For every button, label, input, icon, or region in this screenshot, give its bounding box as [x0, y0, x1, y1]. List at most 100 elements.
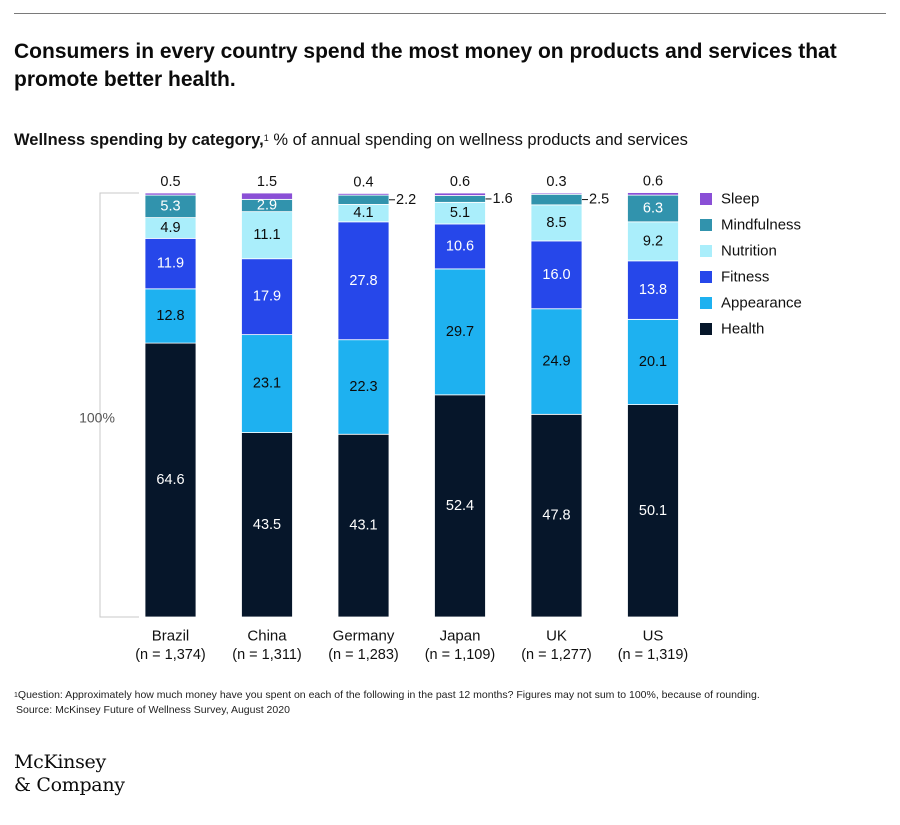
- bar-germany-fitness: [337, 221, 390, 341]
- bar-china-fitness: [241, 258, 293, 336]
- label-china-health: 43.5: [253, 517, 281, 533]
- legend-swatch-nutrition: [700, 245, 712, 257]
- label-us-appearance: 20.1: [639, 354, 667, 370]
- category-label-uk: UK: [546, 628, 567, 645]
- legend-swatch-fitness: [700, 271, 712, 283]
- sample-size-china: (n = 1,311): [232, 647, 301, 663]
- subtitle-bold: Wellness spending by category,: [14, 131, 264, 149]
- label-germany-mindfulness: 2.2: [396, 192, 416, 208]
- sample-size-brazil: (n = 1,374): [135, 647, 206, 663]
- category-label-china: China: [247, 628, 287, 645]
- legend-label-health: Health: [721, 321, 764, 338]
- label-us-fitness: 13.8: [639, 282, 667, 298]
- label-uk-sleep: 0.3: [546, 174, 566, 190]
- bar-china-sleep: [241, 192, 293, 200]
- bar-brazil-sleep: [144, 192, 197, 196]
- legend-swatch-appearance: [700, 297, 712, 309]
- bar-china-appearance: [241, 334, 293, 433]
- logo-line-2: & Company: [14, 774, 125, 796]
- label-japan-sleep: 0.6: [450, 174, 470, 190]
- bar-uk-appearance: [530, 308, 583, 415]
- bar-us-nutrition: [627, 221, 679, 262]
- top-rule: [14, 13, 886, 14]
- bar-uk-fitness: [530, 240, 583, 310]
- label-china-appearance: 23.1: [253, 376, 281, 392]
- chart-subtitle: Wellness spending by category,1 % of ann…: [14, 129, 884, 151]
- legend-swatch-health: [700, 323, 712, 335]
- legend-label-fitness: Fitness: [721, 269, 769, 286]
- sample-size-japan: (n = 1,109): [425, 647, 496, 663]
- legend-label-mindfulness: Mindfulness: [721, 217, 801, 234]
- label-germany-health: 43.1: [349, 518, 377, 534]
- label-us-mindfulness: 6.3: [643, 200, 663, 216]
- subtitle-footnote-mark: 1: [263, 133, 269, 143]
- logo-line-1: McKinsey: [14, 751, 106, 773]
- total-bracket: [99, 192, 139, 618]
- sample-size-us: (n = 1,319): [618, 647, 689, 663]
- sample-size-uk: (n = 1,277): [521, 647, 592, 663]
- label-germany-sleep: 0.4: [353, 174, 373, 190]
- label-uk-mindfulness: 2.5: [589, 192, 609, 208]
- label-brazil-mindfulness: 5.3: [160, 198, 180, 214]
- bar-china-nutrition: [241, 211, 293, 260]
- bar-brazil-health: [144, 342, 197, 618]
- total-100-label: 100%: [79, 410, 115, 426]
- label-china-nutrition: 11.1: [253, 227, 280, 243]
- category-label-us: US: [643, 628, 664, 645]
- label-japan-fitness: 10.6: [446, 238, 474, 254]
- legend-label-appearance: Appearance: [721, 295, 802, 312]
- bar-us-fitness: [627, 260, 679, 320]
- label-china-sleep: 1.5: [257, 174, 277, 190]
- legend-swatch-sleep: [700, 193, 712, 205]
- label-brazil-health: 64.6: [156, 472, 184, 488]
- chart-headline: Consumers in every country spend the mos…: [14, 40, 837, 91]
- footnote-question-text: Question: Approximately how much money h…: [17, 689, 760, 701]
- legend-swatch-mindfulness: [700, 219, 712, 231]
- label-uk-health: 47.8: [542, 508, 570, 524]
- label-uk-nutrition: 8.5: [546, 215, 566, 231]
- bar-japan-mindfulness: [434, 195, 486, 203]
- label-brazil-fitness: 11.9: [157, 256, 184, 272]
- footnote-question: 1Question: Approximately how much money …: [14, 688, 889, 703]
- label-china-mindfulness: 2.9: [257, 198, 277, 214]
- mckinsey-logo: McKinsey & Company: [14, 751, 125, 797]
- bar-us-sleep: [627, 192, 679, 196]
- label-germany-appearance: 22.3: [349, 379, 377, 395]
- footnote-mark: 1: [14, 692, 18, 699]
- label-brazil-sleep: 0.5: [160, 174, 180, 190]
- label-us-health: 50.1: [639, 503, 667, 519]
- label-us-nutrition: 9.2: [643, 233, 663, 249]
- label-uk-appearance: 24.9: [542, 354, 570, 370]
- bar-japan-appearance: [434, 268, 486, 396]
- label-uk-fitness: 16.0: [542, 267, 570, 283]
- category-label-brazil: Brazil: [152, 628, 190, 645]
- bar-uk-sleep: [530, 192, 583, 195]
- bar-germany-sleep: [337, 193, 390, 196]
- footnote-source: Source: McKinsey Future of Wellness Surv…: [16, 704, 290, 716]
- label-china-fitness: 17.9: [253, 289, 281, 305]
- stacked-bar-chart: 100% 64.6 12.8 11.9 4.9 5.3 0.5 Brazil (n = 1,37…: [79, 174, 802, 663]
- bar-uk-health: [530, 413, 583, 618]
- label-brazil-appearance: 12.8: [156, 308, 184, 324]
- bar-japan-fitness: [434, 223, 486, 270]
- footnote: 1Question: Approximately how much money …: [14, 688, 889, 718]
- category-label-japan: Japan: [440, 628, 481, 645]
- bar-germany-appearance: [337, 339, 390, 435]
- legend-label-sleep: Sleep: [721, 191, 759, 208]
- label-japan-appearance: 29.7: [446, 324, 474, 340]
- bar-japan-sleep: [434, 192, 486, 196]
- category-label-germany: Germany: [333, 628, 395, 645]
- label-germany-nutrition: 4.1: [353, 205, 373, 221]
- label-us-sleep: 0.6: [643, 174, 663, 190]
- label-germany-fitness: 27.8: [349, 273, 377, 289]
- legend-label-nutrition: Nutrition: [721, 243, 777, 260]
- bar-uk-mindfulness: [530, 193, 583, 206]
- bar-us-health: [627, 404, 679, 618]
- subtitle-description: % of annual spending on wellness product…: [268, 131, 688, 149]
- bar-uk-nutrition: [530, 204, 583, 242]
- bar-us-appearance: [627, 318, 679, 405]
- bar-brazil-appearance: [144, 288, 197, 344]
- sample-size-germany: (n = 1,283): [328, 647, 399, 663]
- label-japan-nutrition: 5.1: [450, 205, 470, 221]
- bar-germany-health: [337, 433, 390, 618]
